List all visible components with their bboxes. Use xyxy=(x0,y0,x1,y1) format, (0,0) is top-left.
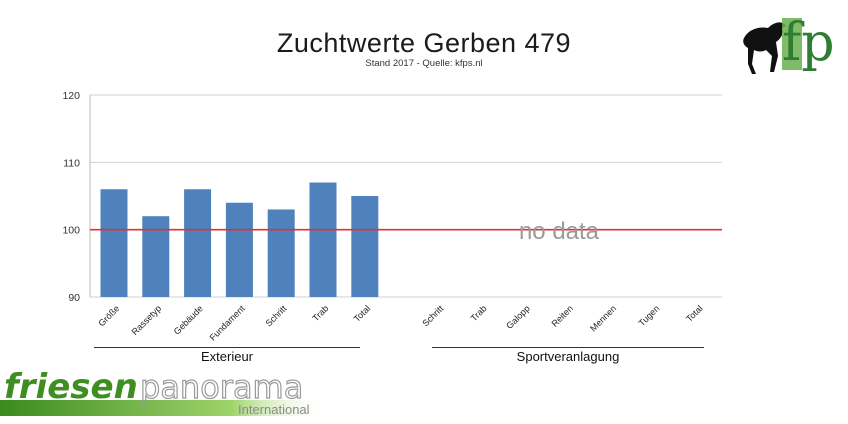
chart-title: Zuchtwerte Gerben 479 xyxy=(276,28,572,58)
x-tick-label: Total xyxy=(684,303,705,324)
x-tick-label: Galopp xyxy=(504,303,532,331)
x-tick-label: Reiten xyxy=(550,303,575,328)
fp-letter-f: fp xyxy=(782,13,835,73)
bar-größe xyxy=(100,189,128,297)
bar-schritt xyxy=(267,209,295,297)
x-tick-label: Schritt xyxy=(420,303,445,328)
group-line-sportveranlagung xyxy=(432,347,704,348)
brand-friesen: friesen xyxy=(4,367,138,407)
fp-horse-logo: fp xyxy=(743,13,835,74)
y-tick-label: 120 xyxy=(62,90,80,102)
x-tick-label: Schritt xyxy=(264,303,289,328)
bar-fundament xyxy=(225,202,253,297)
bar-trab xyxy=(309,182,337,297)
y-tick-label: 110 xyxy=(63,157,80,169)
horse-silhouette-icon xyxy=(743,22,786,74)
x-tick-label: Fundament xyxy=(208,303,248,343)
y-tick-label: 100 xyxy=(62,225,80,237)
bar-gebäude xyxy=(184,189,212,297)
x-tick-label: Rassetyp xyxy=(130,303,164,337)
brand-panorama: panorama xyxy=(140,368,303,406)
bar-rassetyp xyxy=(142,216,170,297)
x-tick-label: Total xyxy=(352,303,373,324)
x-tick-label: Mennen xyxy=(588,303,618,333)
group-label-exterieur: Exterieur xyxy=(200,349,254,364)
x-tick-label: Trab xyxy=(469,303,489,323)
group-label-sportveranlagung: Sportveranlagung xyxy=(516,349,620,364)
bar-total xyxy=(351,196,379,297)
group-line-exterieur xyxy=(94,347,360,348)
x-tick-label: Tugen xyxy=(637,303,662,328)
x-tick-label: Gebäude xyxy=(172,303,205,336)
friesenpanorama-logo: friesen panorama International xyxy=(0,367,330,417)
bar-chart: 90 100 110 120 Größe Rassetyp Gebäude Fundament… xyxy=(62,90,722,343)
y-tick-label: 90 xyxy=(68,292,80,304)
chart-subtitle: Stand 2017 - Quelle: kfps.nl xyxy=(365,58,483,69)
x-tick-label: Trab xyxy=(310,303,330,323)
brand-international: International xyxy=(238,402,310,417)
no-data-label: no data xyxy=(519,218,600,245)
x-tick-label: Größe xyxy=(96,303,121,328)
green-swoosh-shape xyxy=(0,400,330,416)
